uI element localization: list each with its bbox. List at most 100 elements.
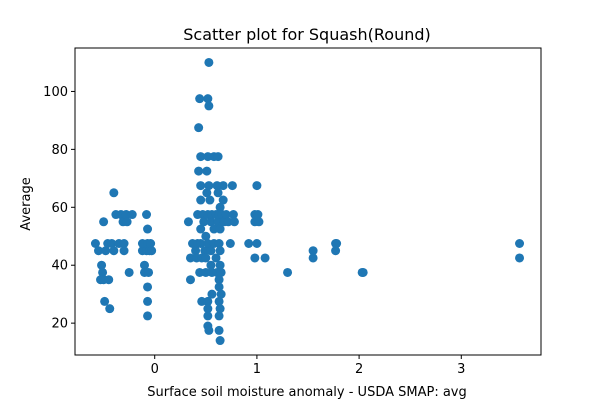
data-point — [244, 238, 254, 248]
x-tick-label: 2 — [355, 362, 363, 377]
data-point — [201, 253, 211, 263]
chart-title: Scatter plot for Squash(Round) — [183, 25, 431, 44]
data-point — [213, 152, 223, 162]
y-tick-label: 20 — [51, 317, 68, 332]
data-point — [202, 166, 212, 176]
y-axis: 20 40 60 80 100 — [43, 85, 75, 332]
data-point — [98, 267, 108, 277]
data-point — [99, 217, 109, 227]
data-point — [214, 325, 224, 335]
data-point — [308, 253, 318, 263]
points-layer — [90, 57, 525, 346]
data-point — [204, 101, 214, 111]
data-point — [213, 188, 223, 198]
data-point — [515, 238, 525, 248]
data-point — [104, 275, 114, 285]
data-point — [214, 275, 224, 285]
data-point — [204, 325, 214, 335]
data-point — [119, 238, 129, 248]
data-point — [194, 123, 204, 133]
data-point — [139, 260, 149, 270]
data-point — [206, 217, 216, 227]
data-point — [228, 210, 238, 220]
data-point — [214, 296, 224, 306]
data-point — [105, 304, 115, 314]
data-point — [515, 253, 525, 263]
data-point — [206, 246, 216, 256]
data-point — [250, 253, 260, 263]
data-point — [216, 267, 226, 277]
data-point — [90, 238, 100, 248]
data-point — [143, 224, 153, 234]
data-point — [252, 238, 262, 248]
data-point — [196, 152, 206, 162]
data-point — [122, 217, 132, 227]
data-point — [332, 238, 342, 248]
data-point — [196, 181, 206, 191]
y-tick-label: 40 — [51, 259, 68, 274]
y-tick-label: 60 — [51, 201, 68, 216]
data-point — [202, 188, 212, 198]
data-point — [203, 94, 213, 104]
data-point — [215, 224, 225, 234]
data-point — [196, 195, 206, 205]
data-point — [214, 311, 224, 321]
data-point — [204, 181, 214, 191]
y-tick-label: 80 — [51, 143, 68, 158]
data-point — [283, 267, 293, 277]
data-point — [215, 336, 225, 346]
x-tick-label: 1 — [253, 362, 261, 377]
data-point — [211, 253, 221, 263]
data-point — [215, 304, 225, 314]
data-point — [214, 282, 224, 292]
data-point — [204, 57, 214, 67]
data-point — [195, 94, 205, 104]
data-point — [191, 246, 201, 256]
plot-frame — [74, 47, 542, 356]
y-tick-label: 100 — [43, 85, 68, 100]
data-point — [260, 253, 270, 263]
data-point — [207, 289, 217, 299]
data-point — [218, 195, 228, 205]
data-point — [214, 238, 224, 248]
data-point — [127, 210, 137, 220]
data-point — [101, 246, 111, 256]
data-point — [218, 181, 228, 191]
data-point — [203, 311, 213, 321]
data-point — [199, 217, 209, 227]
data-point — [185, 275, 195, 285]
data-point — [143, 311, 153, 321]
data-point — [201, 231, 211, 241]
data-point — [225, 238, 235, 248]
x-axis-title: Surface soil moisture anomaly - USDA SMA… — [147, 385, 467, 400]
data-point — [107, 238, 117, 248]
data-point — [97, 260, 107, 270]
data-point — [358, 267, 368, 277]
data-point — [147, 246, 157, 256]
y-axis-title: Average — [19, 177, 34, 230]
data-point — [308, 246, 318, 256]
data-point — [109, 188, 119, 198]
data-point — [196, 224, 206, 234]
data-point — [203, 304, 213, 314]
data-point — [143, 296, 153, 306]
data-point — [119, 246, 129, 256]
data-point — [215, 202, 225, 212]
data-point — [144, 267, 154, 277]
data-point — [100, 296, 110, 306]
data-point — [215, 260, 225, 270]
data-point — [183, 217, 193, 227]
data-point — [196, 238, 206, 248]
data-point — [252, 181, 262, 191]
data-point — [221, 210, 231, 220]
data-point — [94, 246, 104, 256]
x-axis: 0 1 2 3 — [151, 355, 465, 377]
data-point — [216, 289, 226, 299]
data-point — [203, 296, 213, 306]
data-point — [253, 210, 263, 220]
data-point — [143, 282, 153, 292]
data-point — [124, 267, 134, 277]
x-tick-label: 3 — [457, 362, 465, 377]
data-point — [205, 195, 215, 205]
